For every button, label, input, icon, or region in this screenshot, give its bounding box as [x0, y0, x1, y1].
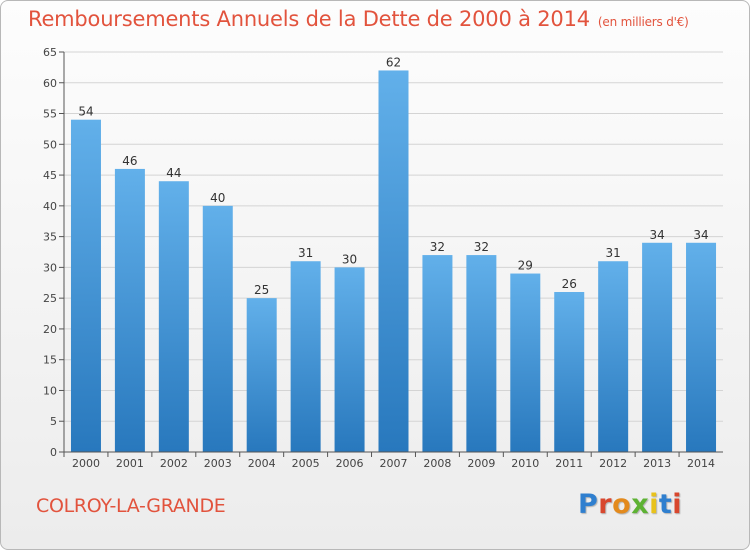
x-tick-label-2001: 2001 — [116, 457, 144, 470]
x-tick-label-2005: 2005 — [292, 457, 320, 470]
x-tick-label-2003: 2003 — [204, 457, 232, 470]
bar-2003 — [202, 205, 233, 452]
logo-letter: t — [658, 489, 673, 520]
bar-2000 — [70, 119, 101, 452]
logo-letter: i — [649, 489, 659, 520]
bar-2004 — [246, 298, 277, 452]
data-label-2002: 44 — [166, 166, 181, 180]
bars — [70, 70, 717, 452]
data-labels: 54 46 44 40 25 31 30 62 32 32 29 26 31 34 34 — [78, 55, 708, 297]
title-unit: (en milliers d'€) — [597, 15, 689, 29]
x-tick-label-2009: 2009 — [467, 457, 495, 470]
data-label-2000: 54 — [78, 105, 93, 119]
y-tick-label: 20 — [43, 323, 57, 336]
logo-letter: P — [578, 489, 599, 520]
x-tick-label-2007: 2007 — [380, 457, 408, 470]
bar-2007 — [378, 70, 409, 452]
logo-letter: o — [612, 489, 632, 520]
data-label-2006: 30 — [342, 252, 357, 266]
y-tick-label: 55 — [43, 108, 57, 121]
y-tick-label: 50 — [43, 138, 57, 151]
bar-2009 — [466, 255, 497, 452]
y-tick-label: 0 — [50, 446, 57, 459]
x-tick-label-2014: 2014 — [687, 457, 715, 470]
bar-2002 — [158, 181, 189, 452]
x-tick-label-2004: 2004 — [248, 457, 276, 470]
bar-2012 — [598, 261, 629, 452]
logo-letter: x — [631, 489, 650, 520]
y-tick-label: 30 — [43, 261, 57, 274]
commune-name: COLROY-LA-GRANDE — [36, 495, 226, 517]
y-tick-label: 45 — [43, 169, 57, 182]
bar-2008 — [422, 255, 453, 452]
bar-2010 — [510, 273, 541, 452]
data-label-2012: 31 — [606, 246, 621, 260]
x-tick-label-2012: 2012 — [599, 457, 627, 470]
y-tick-label: 40 — [43, 200, 57, 213]
data-label-2011: 26 — [562, 277, 577, 291]
y-tick-label: 65 — [43, 46, 57, 59]
data-label-2010: 29 — [518, 259, 533, 273]
y-tick-label: 25 — [43, 292, 57, 305]
bar-2005 — [290, 261, 321, 452]
data-label-2013: 34 — [649, 228, 664, 242]
y-tick-label: 35 — [43, 231, 57, 244]
y-axis: 0 5 10 15 20 25 30 35 40 45 50 55 60 65 — [43, 46, 65, 459]
logo-letter: r — [598, 489, 613, 520]
title-text: Remboursements Annuels de la Dette de 20… — [28, 7, 590, 31]
data-label-2003: 40 — [210, 191, 225, 205]
data-label-2014: 34 — [693, 228, 708, 242]
data-label-2004: 25 — [254, 283, 269, 297]
bar-2006 — [334, 267, 365, 452]
proxiti-logo: Proxiti — [578, 489, 682, 520]
x-axis: 2000 2001 2002 2003 2004 2005 2006 2007 2008 2009… — [63, 451, 723, 470]
bar-2011 — [554, 292, 585, 452]
y-tick-label: 15 — [43, 354, 57, 367]
data-label-2001: 46 — [122, 154, 137, 168]
data-label-2007: 62 — [386, 55, 401, 69]
chart-title: Remboursements Annuels de la Dette de 20… — [28, 7, 689, 31]
x-tick-label-2000: 2000 — [72, 457, 100, 470]
y-tick-label: 10 — [43, 384, 57, 397]
x-tick-label-2011: 2011 — [555, 457, 583, 470]
bar-2001 — [114, 168, 145, 452]
data-label-2005: 31 — [298, 246, 313, 260]
logo-letter: i — [672, 489, 683, 520]
x-tick-label-2013: 2013 — [643, 457, 671, 470]
x-tick-label-2006: 2006 — [336, 457, 364, 470]
bar-2013 — [642, 242, 673, 452]
x-tick-label-2002: 2002 — [160, 457, 188, 470]
x-tick-label-2010: 2010 — [511, 457, 539, 470]
y-tick-label: 60 — [43, 77, 57, 90]
data-label-2008: 32 — [430, 240, 445, 254]
x-tick-label-2008: 2008 — [423, 457, 451, 470]
y-tick-label: 5 — [50, 415, 57, 428]
data-label-2009: 32 — [474, 240, 489, 254]
bar-2014 — [686, 242, 717, 452]
